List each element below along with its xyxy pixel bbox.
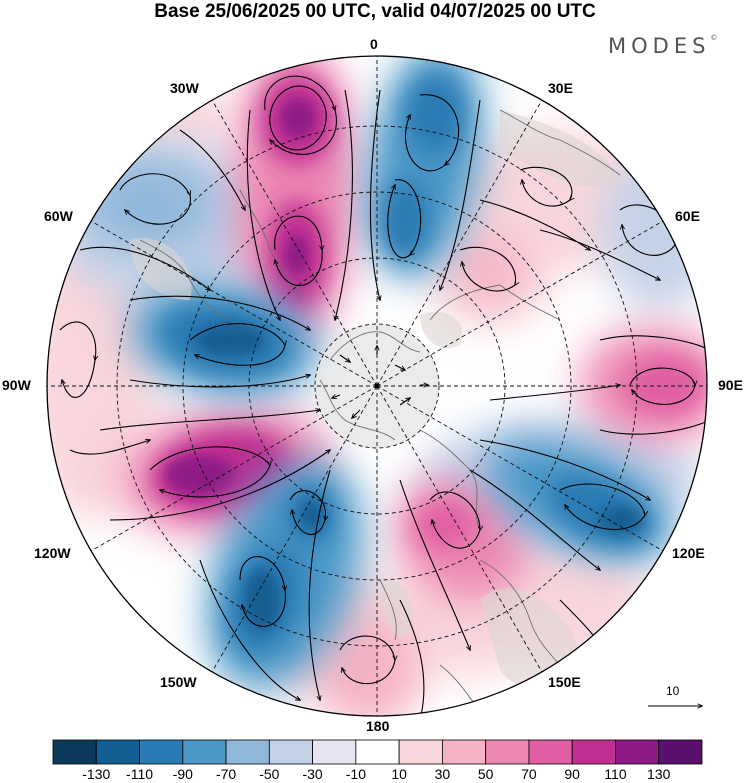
colorbar	[52, 739, 703, 765]
colorbar-swatch	[485, 739, 530, 765]
colorbar-swatch	[571, 739, 616, 765]
colorbar-tick-label: 70	[521, 766, 537, 782]
colorbar-swatch	[268, 739, 314, 765]
colorbar-swatch	[658, 739, 703, 765]
colorbar-swatch	[182, 739, 227, 765]
colorbar-tick-label: -70	[215, 766, 237, 782]
lon-label-60e: 60E	[675, 208, 700, 224]
lon-label-120w: 120W	[34, 545, 71, 561]
colorbar-tick-label: -110	[126, 766, 154, 782]
north-pole-marker	[374, 383, 380, 389]
colorbar-tick-label: 10	[391, 766, 407, 782]
meridians	[47, 56, 707, 716]
colorbar-tick-label: -50	[259, 766, 280, 782]
lon-label-90w: 90W	[2, 377, 31, 393]
colorbar-swatch	[615, 739, 660, 765]
map-title: Base 25/06/2025 00 UTC, valid 04/07/2025…	[154, 1, 596, 22]
colorbar-swatch	[441, 739, 487, 765]
colorbar-swatch	[139, 739, 184, 765]
colorbar-tick-label: -10	[345, 766, 366, 782]
lon-label-30e: 30E	[548, 80, 573, 96]
colorbar-swatch	[52, 739, 97, 765]
lon-label-150e: 150E	[548, 674, 581, 690]
colorbar-swatch	[355, 739, 400, 765]
lon-label-30w: 30W	[170, 80, 199, 96]
colorbar-tick-label: -130	[82, 766, 111, 782]
map-border	[46, 55, 708, 717]
colorbar-swatch	[95, 739, 140, 765]
lon-label-150w: 150W	[160, 674, 197, 690]
lon-label-60w: 60W	[44, 208, 73, 224]
lon-label-120e: 120E	[672, 545, 705, 561]
modes-logo: MODES©	[608, 34, 717, 58]
lon-label-90e: 90E	[718, 377, 743, 393]
colorbar-swatch	[312, 739, 357, 765]
colorbar-tick-label: 50	[477, 766, 494, 782]
land-masses	[130, 110, 620, 688]
colorbar-swatch	[225, 739, 270, 765]
lon-label-0: 0	[370, 36, 378, 52]
colorbar-swatch	[528, 739, 573, 765]
colorbar-tick-label: 110	[604, 766, 627, 782]
colorbar-swatch	[398, 739, 443, 765]
reference-vector-label: 10	[666, 684, 680, 698]
anomaly-field	[47, 56, 707, 716]
colorbar-tick-label: -30	[302, 766, 323, 782]
colorbar-tick-label: 130	[647, 766, 671, 782]
colorbar-tick-label: 30	[434, 766, 451, 782]
logo-copyright-mark: ©	[710, 34, 718, 42]
lon-label-180: 180	[366, 718, 390, 734]
colorbar-tick-label: -90	[172, 766, 193, 782]
logo-text: MODES	[608, 34, 711, 58]
colorbar-tick-label: 90	[564, 766, 580, 782]
